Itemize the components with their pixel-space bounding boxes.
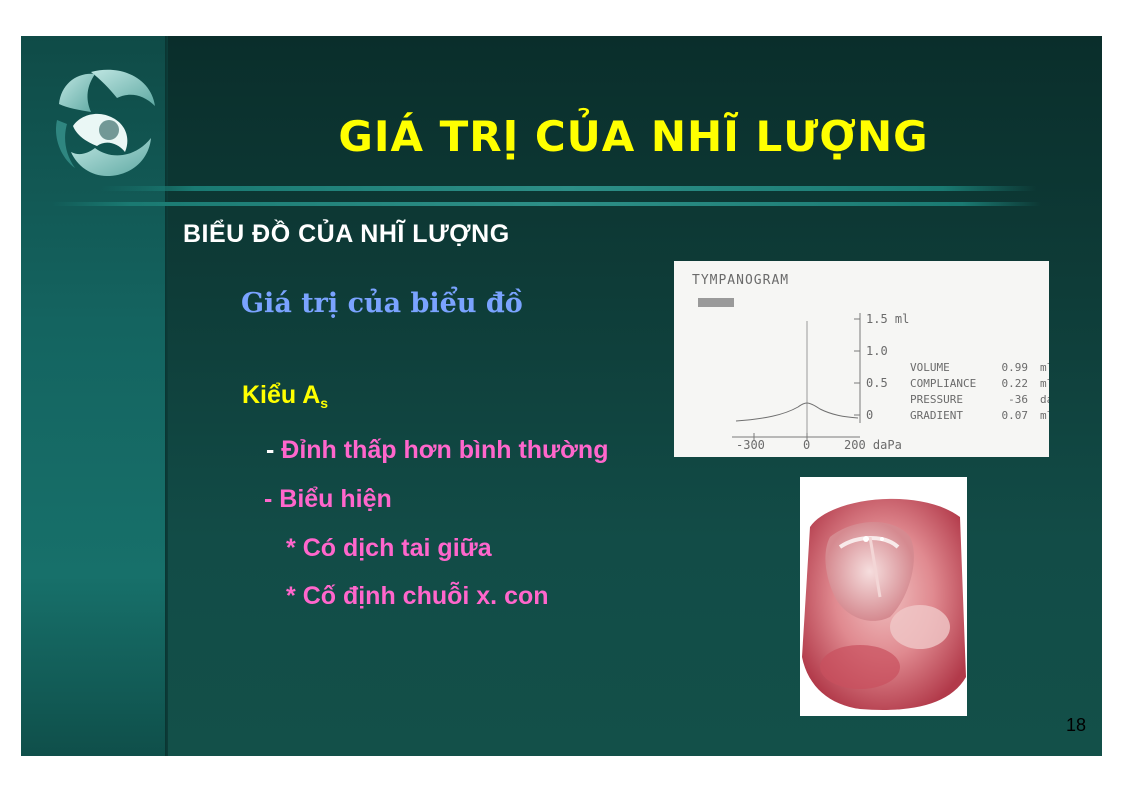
type-heading: Kiểu As [242,381,328,411]
band-divider [165,36,168,756]
y-label-1: 1.5 ml [866,312,910,326]
bullet-1-text: Đỉnh thấp hơn bình thường [281,436,609,464]
title-underline-rule [101,186,1036,191]
tympanogram-graph [732,313,861,441]
section-heading: BIỂU ĐỒ CỦA NHĨ LƯỢNG [183,220,510,248]
type-subscript: s [320,395,329,411]
bullet-1: - Đỉnh thấp hơn bình thường [266,436,608,465]
reading-label-compliance: COMPLIANCE [910,377,977,390]
reading-value-volume: 0.99 [1001,361,1029,374]
y-label-4: 0 [866,408,874,422]
reading-value-gradient: 0.07 [1001,409,1029,422]
bullet-3-text: Có dịch tai giữa [302,534,492,562]
bullet-3: * Có dịch tai giữa [286,534,492,563]
reading-label-volume: VOLUME [910,361,950,374]
subtitle: Giá trị của biểu đồ [241,288,523,319]
bullet-2-prefix: - [264,485,280,513]
bullet-3-prefix: * [286,534,303,562]
x-label-1: -300 [736,438,765,452]
bullet-1-prefix: - [266,436,282,464]
tympanogram-header: TYMPANOGRAM [692,273,790,288]
reading-label-pressure: PRESSURE [910,393,963,406]
x-label-2: 0 [803,438,811,452]
reading-value-compliance: 0.22 [1001,377,1029,390]
slide-title: GIÁ TRỊ CỦA NHĨ LƯỢNG [338,112,929,161]
y-label-3: 0.5 [866,376,888,390]
bullet-4-prefix: * [286,582,303,610]
bullet-2-text: Biểu hiện [279,485,392,513]
tympanogram-image: TYMPANOGRAM 1.5 ml 1.0 0.5 0 VOLUME 0.99… [674,261,1049,457]
reading-value-pressure: -36 [1008,393,1028,406]
slide: GIÁ TRỊ CỦA NHĨ LƯỢNG BIỂU ĐỒ CỦA NHĨ LƯ… [21,36,1102,756]
tympanogram-marks [698,298,734,307]
x-label-3: 200 daPa [844,438,902,452]
bullet-4-text: Cố định chuỗi x. con [302,582,549,610]
reading-label-gradient: GRADIENT [910,409,963,422]
reading-unit-volume: ml [1040,361,1049,374]
page-number: 18 [1065,715,1086,735]
bullet-2: - Biểu hiện [264,485,392,514]
dolphin-logo-icon [55,69,155,176]
eardrum-photo [800,477,967,716]
type-label: Kiểu A [242,381,321,409]
reading-unit-compliance: ml [1040,377,1049,390]
reading-unit-gradient: ml [1040,409,1049,422]
y-label-2: 1.0 [866,344,888,358]
bullet-4: * Cố định chuỗi x. con [286,582,549,611]
reading-unit-pressure: daPa [1040,393,1049,406]
title-underline-rule-2 [51,202,1041,206]
